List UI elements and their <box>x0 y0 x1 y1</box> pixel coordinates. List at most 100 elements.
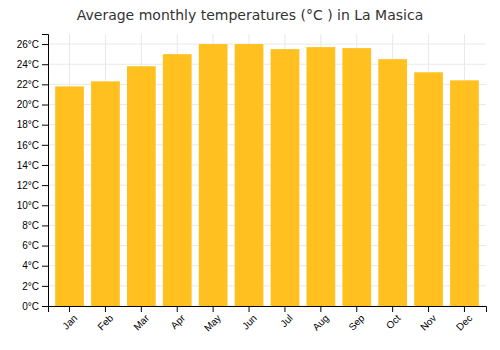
bar <box>378 59 407 306</box>
grid-line <box>48 44 486 45</box>
tick-label: Jun <box>240 312 259 331</box>
tick: Dec <box>454 306 474 333</box>
title: Average monthly temperatures (°C ) in La… <box>77 7 424 23</box>
tick-mark <box>141 306 142 312</box>
tick-mark <box>42 246 48 247</box>
grid <box>48 34 486 306</box>
tick-mark <box>69 306 70 312</box>
tick-mark <box>42 286 48 287</box>
tick: Apr <box>168 306 187 331</box>
tick-mark <box>213 306 214 312</box>
tick-mark <box>42 165 48 166</box>
tick-mark <box>42 84 48 85</box>
tick: Feb <box>95 306 115 332</box>
x-axis: Jan Feb Mar Apr May Jun Jul Aug Sep Oct Nov Dec <box>49 306 487 334</box>
tick: 6°C <box>22 240 48 251</box>
tick-mark <box>249 306 250 312</box>
tick-label: 10°C <box>17 200 39 211</box>
axis-line <box>49 307 487 313</box>
tick: May <box>202 306 223 334</box>
tick-label: Feb <box>95 312 115 332</box>
tick: Oct <box>384 306 403 331</box>
bar <box>91 81 120 306</box>
tick: Aug <box>310 306 330 333</box>
tick-label: Jul <box>278 312 295 329</box>
tick: 22°C <box>17 79 48 90</box>
tick-mark <box>42 64 48 65</box>
tick-label: Jan <box>60 312 79 331</box>
tick-mark <box>42 105 48 106</box>
tick: 14°C <box>17 160 48 171</box>
tick-mark <box>105 306 106 312</box>
tick: 16°C <box>17 140 48 151</box>
tick-label: May <box>202 312 223 333</box>
tick-label: 14°C <box>17 160 39 171</box>
tick-mark <box>42 225 48 226</box>
tick: 24°C <box>17 59 48 70</box>
tick-label: 20°C <box>17 99 39 110</box>
tick-mark <box>284 306 285 312</box>
tick-mark <box>42 266 48 267</box>
tick: 4°C <box>22 260 48 271</box>
bar <box>199 44 228 306</box>
grid-line <box>48 64 486 65</box>
tick: 2°C <box>22 281 48 292</box>
axis-line <box>42 35 49 307</box>
tick-label: Nov <box>418 312 438 332</box>
tick: Mar <box>131 306 151 332</box>
tick-label: 2°C <box>22 281 39 292</box>
tick-label: 16°C <box>17 140 39 151</box>
tick: Sep <box>346 306 367 333</box>
tick-label: 8°C <box>22 220 39 231</box>
tick-label: Dec <box>454 312 474 332</box>
tick-label: Sep <box>346 312 367 333</box>
tick: 10°C <box>17 200 48 211</box>
tick: 26°C <box>17 39 48 50</box>
tick-label: 6°C <box>22 240 39 251</box>
bar <box>450 80 479 306</box>
tick-label: Oct <box>384 312 403 331</box>
bar <box>163 54 192 306</box>
tick: Jun <box>240 306 259 332</box>
tick-mark <box>42 185 48 186</box>
tick-mark <box>464 306 465 312</box>
bar <box>306 47 335 306</box>
tick: Jan <box>60 306 79 332</box>
tick: 0°C <box>22 301 48 312</box>
tick-label: 0°C <box>22 301 39 312</box>
bar <box>342 48 371 306</box>
bar <box>235 44 264 306</box>
tick-label: Aug <box>310 312 330 332</box>
tick-label: 22°C <box>17 79 39 90</box>
tick-mark <box>392 306 393 312</box>
tick-label: 24°C <box>17 59 39 70</box>
bar <box>127 66 156 306</box>
tick: Nov <box>418 306 438 333</box>
tick-label: 12°C <box>17 180 39 191</box>
tick-mark <box>42 306 48 307</box>
y-axis: 0°C 2°C 4°C 6°C 8°C 10°C 12°C 14°C 16°C 18°C 20°C 2… <box>17 35 49 312</box>
bar <box>271 49 300 306</box>
tick-label: 18°C <box>17 119 39 130</box>
tick: 18°C <box>17 119 48 130</box>
plot: 0°C 2°C 4°C 6°C 8°C 10°C 12°C 14°C 16°C 18°C 20°C 2… <box>17 34 487 334</box>
tick: 20°C <box>17 99 48 110</box>
tick-label: Apr <box>168 312 187 331</box>
tick-mark <box>42 205 48 206</box>
tick-label: 26°C <box>17 39 39 50</box>
tick: Jul <box>278 306 295 329</box>
tick-label: Mar <box>131 312 151 332</box>
tick-mark <box>42 44 48 45</box>
tick: 12°C <box>17 180 48 191</box>
tick-mark <box>42 145 48 146</box>
tick: 8°C <box>22 220 48 231</box>
tick-mark <box>177 306 178 312</box>
bar <box>55 86 84 306</box>
tick-label: 4°C <box>22 260 39 271</box>
chart: 0°C 2°C 4°C 6°C 8°C 10°C 12°C 14°C 16°C 18°C 20°C 2… <box>0 0 500 350</box>
bar <box>414 72 443 306</box>
bars <box>55 44 479 306</box>
tick-mark <box>320 306 321 312</box>
tick-mark <box>42 125 48 126</box>
tick-mark <box>428 306 429 312</box>
